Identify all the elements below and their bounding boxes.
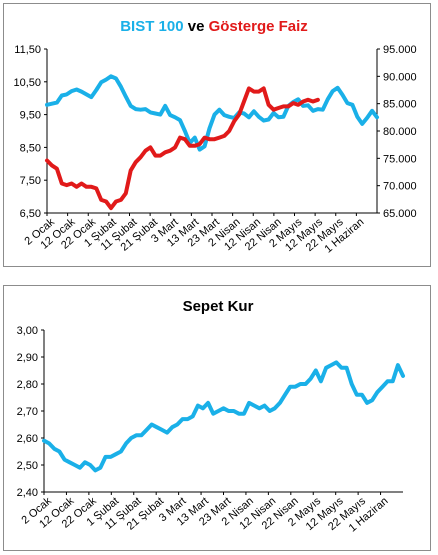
bist-faiz-chart: BIST 100 ve Gösterge Faiz 11,50 10,50 9,50 8…	[13, 18, 417, 256]
bist-faiz-title-part: Gösterge Faiz	[209, 18, 308, 35]
bist-faiz-y-tick-label-right: 75.000	[383, 153, 417, 165]
bist-faiz-y-tick-label-right: 95.000	[383, 44, 417, 56]
sepet-kur-y-tick-label-left: 3,00	[17, 325, 38, 337]
bist-faiz-y-tick-label-right: 70.000	[383, 181, 417, 193]
bist-faiz-y-tick-label-right: 65.000	[383, 208, 417, 220]
bist-faiz-y-tick-label-left: 8,50	[20, 142, 41, 154]
bist-faiz-y-tick-label-right: 80.000	[383, 126, 417, 138]
sepet-kur-y-tick-label-left: 2,50	[17, 460, 38, 472]
bist-faiz-title: BIST 100 ve Gösterge Faiz	[120, 18, 308, 35]
sepet-kur-y-tick-label-left: 2,70	[17, 406, 38, 418]
sepet-kur-title: Sepet Kur	[183, 298, 254, 315]
bist-faiz-series-line-1	[45, 86, 320, 211]
bist-faiz-y-tick-label-right: 85.000	[383, 99, 417, 111]
bist-faiz-y-tick-label-left: 7,50	[20, 175, 41, 187]
sepet-kur-chart-panel: Sepet Kur 3,00 2,90 2,80 2,70 2,60 2,50 2,40 2 O…	[3, 285, 431, 551]
sepet-kur-y-tick-label-left: 2,60	[17, 433, 38, 445]
bist-faiz-y-tick-label-left: 9,50	[20, 110, 41, 122]
bist-faiz-y-tick-label-left: 11,50	[14, 44, 41, 56]
sepet-kur-y-tick-label-left: 2,90	[17, 352, 38, 364]
bist-faiz-title-part: ve	[184, 18, 209, 35]
sepet-kur-series-line-0	[42, 360, 405, 473]
bist-faiz-y-tick-label-left: 6,50	[20, 208, 41, 220]
sepet-kur-y-tick-label-left: 2,40	[17, 487, 38, 499]
bist-faiz-y-tick-label-right: 90.000	[383, 71, 417, 83]
bist-faiz-y-tick-label-left: 10,50	[13, 77, 41, 89]
bist-faiz-chart-panel: BIST 100 ve Gösterge Faiz 11,50 10,50 9,50 8…	[3, 3, 431, 267]
bist-faiz-series-line-0	[45, 74, 379, 152]
sepet-kur-y-tick-label-left: 2,80	[17, 379, 38, 391]
bist-faiz-title-part: BIST 100	[120, 18, 183, 35]
